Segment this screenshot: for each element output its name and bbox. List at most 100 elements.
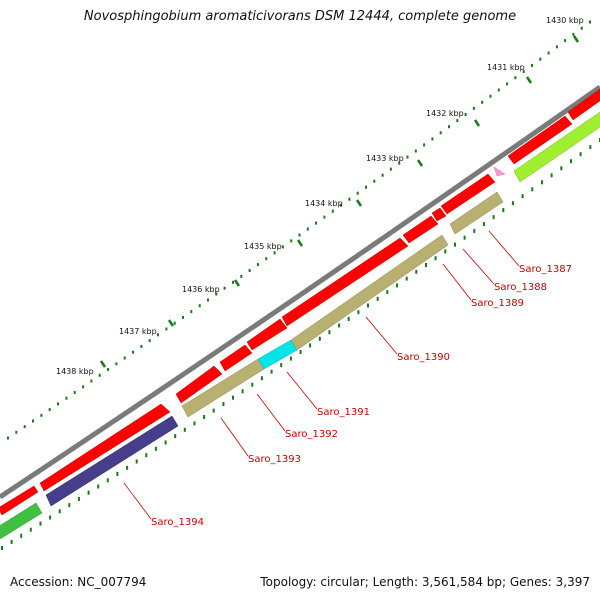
- scale-dot: [589, 20, 591, 24]
- scale-dot: [323, 215, 326, 219]
- scale-dot: [514, 76, 517, 80]
- scale-dot: [560, 166, 563, 171]
- scale-dot: [240, 274, 243, 278]
- scale-dot: [215, 292, 218, 296]
- scale-dot: [482, 222, 485, 226]
- scale-dot: [511, 201, 514, 206]
- scale-dot: [541, 180, 543, 185]
- scale-dot: [381, 173, 384, 177]
- scale-dot: [398, 161, 401, 165]
- cds-forward: [0, 485, 39, 516]
- tick-label-1433: 1433 kbp: [366, 154, 404, 163]
- scale-dot: [434, 256, 437, 261]
- cds-forward: [440, 173, 496, 215]
- scale-dot: [126, 465, 129, 470]
- scale-dot: [77, 497, 80, 501]
- scale-dot: [564, 39, 567, 43]
- scale-dot: [248, 269, 251, 272]
- tick-1430: 1430 kbp: [546, 16, 584, 43]
- scale-dot: [463, 235, 466, 240]
- scale-dot: [464, 113, 467, 116]
- scale-dot: [340, 203, 343, 207]
- cds-forward: [246, 318, 288, 351]
- scale-dot: [273, 251, 276, 255]
- scale-dot: [173, 321, 176, 325]
- scale-dot: [212, 408, 215, 413]
- scale-dot: [290, 239, 293, 243]
- tick-1432: 1432 kbp: [426, 109, 481, 127]
- scale-ring: [7, 20, 591, 440]
- scale-dot: [318, 336, 321, 341]
- scale-dot: [23, 425, 26, 429]
- inner-scale-ring: [1, 138, 600, 550]
- scale-dot: [20, 533, 23, 538]
- scale-dot: [579, 152, 582, 157]
- scale-dot: [580, 26, 583, 30]
- cds-saro-1389: [402, 215, 439, 244]
- scale-dot: [73, 391, 76, 394]
- scale-dot: [260, 376, 263, 381]
- gene-name: Saro_1391: [317, 407, 370, 418]
- reverse-strand-features: [0, 111, 600, 540]
- scale-dot: [331, 209, 334, 213]
- gene-label-saro-1392: Saro_1392: [256, 393, 338, 440]
- scale-dot: [281, 245, 284, 249]
- gene-label-saro-1389: Saro_1389: [442, 263, 524, 309]
- scale-dot: [497, 88, 500, 92]
- scale-dot: [415, 269, 418, 274]
- scale-dot: [116, 472, 119, 476]
- scale-dot: [251, 382, 254, 387]
- scale-dot: [386, 290, 389, 295]
- map-title: Novosphingobium aromaticivorans DSM 1244…: [83, 9, 517, 24]
- scale-dot: [97, 484, 100, 489]
- scale-dot: [473, 228, 476, 233]
- tick-1436: 1436 kbp: [182, 279, 241, 294]
- scale-dot: [107, 368, 110, 371]
- cds-saro-1394: [45, 415, 179, 507]
- genome-summary-text: Topology: circular; Length: 3,561,584 bp…: [260, 575, 590, 589]
- tick-1433: 1433 kbp: [366, 154, 424, 167]
- scale-dot: [154, 446, 157, 451]
- scale-dot: [164, 440, 167, 445]
- scale-dot: [98, 373, 101, 377]
- scale-dot: [82, 385, 85, 389]
- tick-1438: 1438 kbp: [56, 360, 107, 376]
- tick-label-1437: 1437 kbp: [119, 327, 157, 336]
- scale-dot: [572, 32, 575, 36]
- cds-forward: [175, 365, 223, 404]
- scale-dot: [10, 539, 13, 544]
- scale-dot: [48, 408, 51, 412]
- scale-dot: [414, 149, 417, 153]
- gene-name: Saro_1392: [285, 429, 338, 440]
- scale-dot: [123, 356, 126, 360]
- scale-dot: [389, 167, 392, 171]
- scale-dot: [174, 434, 177, 439]
- tick-label-1434: 1434 kbp: [305, 199, 343, 208]
- scale-dot: [183, 427, 186, 432]
- scale-dot: [29, 527, 32, 532]
- scale-dot: [298, 233, 301, 237]
- scale-dot: [348, 197, 351, 201]
- scale-dot: [157, 333, 159, 337]
- scale-dot: [502, 208, 505, 213]
- scale-dot: [140, 344, 143, 348]
- scale-dot: [365, 185, 367, 189]
- cds-saro-1391: [257, 339, 298, 370]
- tick-1434: 1434 kbp: [305, 199, 363, 208]
- scale-dot: [39, 521, 42, 526]
- scale-dot: [132, 350, 135, 354]
- scale-dot: [347, 316, 350, 321]
- gene-name: Saro_1389: [471, 298, 524, 309]
- scale-dot: [425, 263, 427, 267]
- tick-label-1435: 1435 kbp: [244, 242, 282, 251]
- gene-label-saro-1391: Saro_1391: [286, 371, 370, 418]
- gene-name: Saro_1387: [519, 264, 572, 275]
- scale-dot: [539, 57, 542, 61]
- scale-dot: [232, 395, 234, 400]
- cds-forward: [219, 344, 253, 372]
- scale-dot: [338, 323, 341, 328]
- scale-dot: [589, 145, 592, 150]
- scale-dot: [280, 363, 283, 368]
